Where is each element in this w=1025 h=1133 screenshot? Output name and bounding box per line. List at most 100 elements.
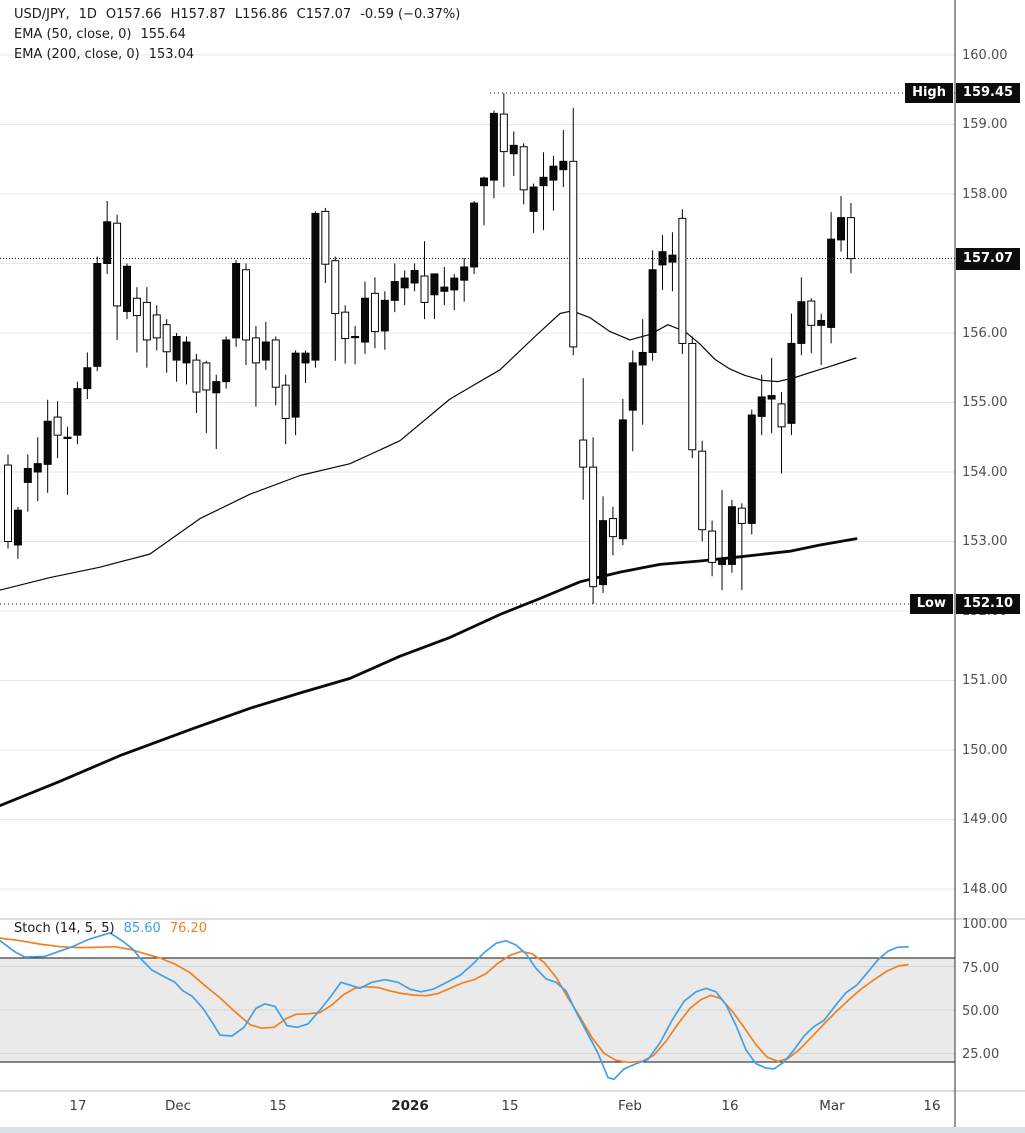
ema200-value: 153.04	[148, 47, 195, 62]
candle	[747, 409, 756, 535]
ema200-label: EMA (200, close, 0)	[14, 47, 140, 62]
candle	[370, 277, 379, 349]
open-value: O157.66	[105, 7, 162, 22]
candle	[608, 506, 617, 556]
candle	[698, 440, 707, 542]
time-axis-label: Feb	[618, 1098, 642, 1114]
candle	[509, 131, 518, 176]
ema50-label: EMA (50, close, 0)	[14, 27, 132, 42]
candle	[311, 211, 320, 368]
candle	[718, 490, 727, 591]
candle	[708, 520, 717, 577]
candle	[93, 256, 102, 372]
time-axis-label: 16	[721, 1098, 739, 1114]
candle	[638, 319, 647, 425]
stoch-axis-label: 25.00	[962, 1047, 1000, 1063]
close-value: C157.07	[296, 7, 352, 22]
candle	[569, 107, 578, 356]
price-axis-label: 156.00	[962, 325, 1008, 341]
candle	[192, 353, 201, 413]
stoch-legend: Stoch (14, 5, 5) 85.60 76.20	[14, 921, 216, 936]
candle	[430, 273, 439, 320]
time-axis-label: Mar	[819, 1098, 845, 1114]
candle	[261, 321, 270, 370]
stoch-k-line	[0, 932, 909, 1081]
candle	[341, 305, 350, 364]
window-bottom-strip	[0, 1127, 1025, 1133]
candle	[549, 155, 558, 211]
time-axis-label: Dec	[164, 1098, 192, 1114]
candle	[73, 381, 82, 445]
candle	[737, 503, 746, 591]
candle	[251, 326, 260, 407]
candle	[777, 392, 786, 474]
candlestick-series	[4, 93, 855, 605]
candle	[480, 176, 489, 226]
candle	[172, 333, 181, 382]
candle	[489, 110, 498, 199]
candle	[361, 281, 370, 354]
candle	[400, 270, 409, 306]
candle	[123, 263, 132, 320]
stoch-axis-label: 75.00	[962, 960, 1000, 976]
candle	[589, 437, 598, 605]
candle	[559, 130, 568, 188]
low-value: L156.86	[234, 7, 288, 22]
last-price-badge: 157.07	[956, 247, 1020, 270]
ema200-line	[0, 537, 858, 807]
price-axis-label: 154.00	[962, 464, 1008, 480]
stoch-k-value: 85.60	[123, 921, 161, 936]
candle	[410, 263, 419, 292]
candle	[499, 93, 508, 188]
price-axis-label: 150.00	[962, 742, 1008, 758]
interval-label: 1D	[78, 7, 97, 22]
ema50-legend: EMA (50, close, 0) 155.64	[14, 27, 195, 42]
candle	[390, 263, 399, 313]
stoch-d-line	[0, 937, 909, 1064]
ema50-value: 155.64	[140, 27, 186, 42]
candle	[668, 232, 677, 292]
stoch-d-value: 76.20	[169, 921, 208, 936]
candle	[807, 298, 816, 354]
candle	[202, 360, 211, 434]
candle	[579, 378, 588, 500]
candle	[271, 336, 280, 406]
symbol-legend: USD/JPY, 1D O157.66 H157.87 L156.86 C157.07 -0…	[14, 7, 469, 22]
candle	[837, 196, 846, 252]
candle	[23, 454, 32, 512]
stoch-label: Stoch (14, 5, 5)	[14, 921, 115, 936]
candle	[827, 212, 836, 344]
candle	[797, 277, 806, 356]
candle	[767, 358, 776, 434]
stoch-axis-label: 100.00	[962, 917, 1008, 933]
candle	[648, 250, 657, 361]
candle	[817, 313, 826, 365]
candle	[599, 496, 608, 593]
candle	[83, 352, 92, 400]
candle	[301, 350, 310, 384]
candle	[132, 287, 141, 353]
candle	[470, 200, 479, 274]
ema200-legend: EMA (200, close, 0) 153.04	[14, 47, 203, 62]
candle	[222, 336, 231, 389]
candle	[152, 305, 161, 351]
candle	[450, 273, 459, 311]
candle	[658, 235, 667, 290]
candle	[182, 336, 191, 385]
candle	[142, 287, 151, 368]
price-gridlines	[0, 54, 955, 890]
candle	[43, 399, 52, 493]
time-axis-label: 2026	[391, 1098, 429, 1114]
price-axis-label: 160.00	[962, 47, 1008, 63]
candle	[232, 260, 241, 347]
candle	[321, 207, 330, 283]
candle	[420, 241, 429, 320]
price-axis-label: 155.00	[962, 395, 1008, 410]
price-axis-label: 149.00	[962, 812, 1008, 827]
low-price-badge: 152.10	[956, 594, 1020, 615]
candle	[33, 437, 42, 502]
candle	[787, 313, 796, 436]
